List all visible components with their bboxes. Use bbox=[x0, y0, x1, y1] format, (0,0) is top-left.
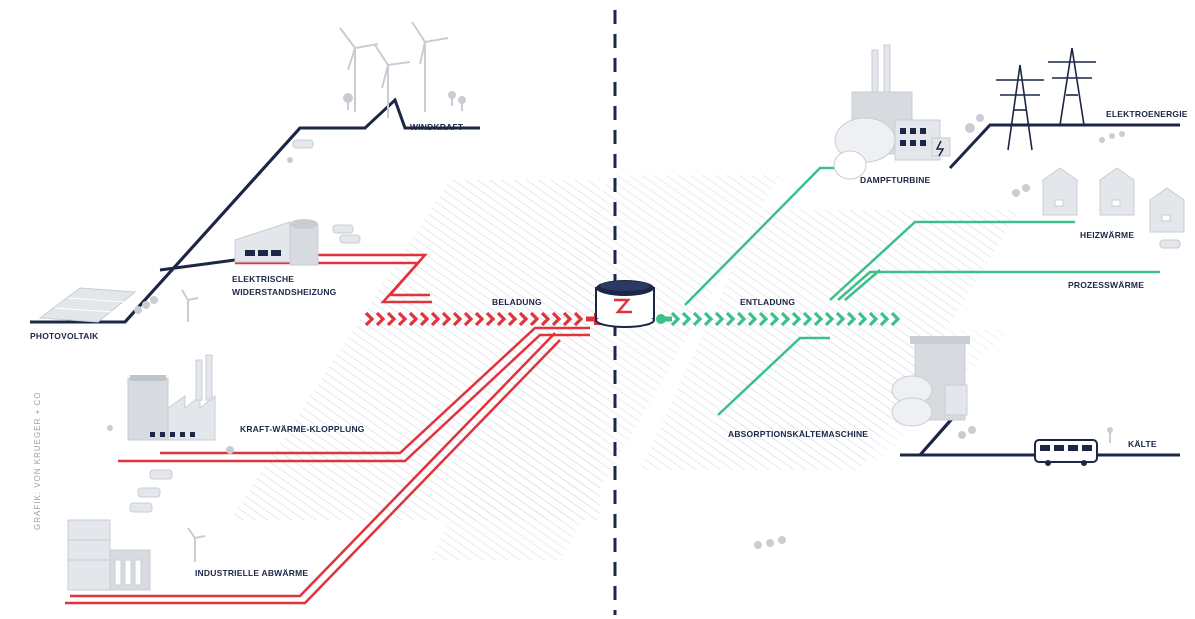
entladung-arrows bbox=[660, 311, 901, 327]
input-lines-heat bbox=[65, 253, 590, 605]
label-kaelte: KÄLTE bbox=[1128, 439, 1157, 449]
label-absorption: ABSORPTIONSKÄLTEMASCHINE bbox=[728, 429, 868, 439]
beladung-arrows bbox=[364, 311, 598, 327]
resistance-heater-icon bbox=[234, 219, 319, 266]
label-dampfturbine: DAMPFTURBINE bbox=[860, 175, 931, 185]
label-beladung: BELADUNG bbox=[492, 297, 542, 307]
power-pylon-icon bbox=[996, 47, 1096, 151]
industrial-plant-icon bbox=[67, 519, 151, 591]
label-entladung: ENTLADUNG bbox=[740, 297, 795, 307]
label-elektrische-line2: WIDERSTANDSHEIZUNG bbox=[232, 287, 337, 297]
chp-plant-icon bbox=[127, 354, 216, 441]
steam-turbine-icon bbox=[833, 44, 951, 180]
label-elektroenergie: ELEKTROENERGIE bbox=[1106, 109, 1188, 119]
label-heizwaerme: HEIZWÄRME bbox=[1080, 230, 1134, 240]
tree-icons bbox=[107, 91, 1125, 549]
photovoltaik-icon bbox=[38, 287, 137, 323]
label-windkraft: WINDKRAFT bbox=[410, 122, 464, 132]
label-kwk: KRAFT-WÄRME-KLOPPLUNG bbox=[240, 424, 365, 434]
bus-icon bbox=[1034, 439, 1098, 466]
input-lines-electric bbox=[30, 97, 480, 324]
wind-turbine-icon bbox=[181, 21, 449, 562]
label-prozesswaerme: PROZESSWÄRME bbox=[1068, 280, 1144, 290]
label-photovoltaik: PHOTOVOLTAIK bbox=[30, 331, 99, 341]
graphic-credit: GRAFIK: VON KRUEGER + CO bbox=[33, 392, 42, 530]
entladung-connector bbox=[656, 314, 666, 324]
absorption-chiller-icon bbox=[891, 336, 970, 427]
label-elektrische-line1: ELEKTRISCHE bbox=[232, 274, 294, 284]
label-abwaerme: INDUSTRIELLE ABWÄRME bbox=[195, 568, 308, 578]
thermal-storage-tank bbox=[595, 280, 655, 328]
house-icons bbox=[1042, 167, 1185, 233]
electric-car-icons bbox=[129, 139, 1181, 513]
